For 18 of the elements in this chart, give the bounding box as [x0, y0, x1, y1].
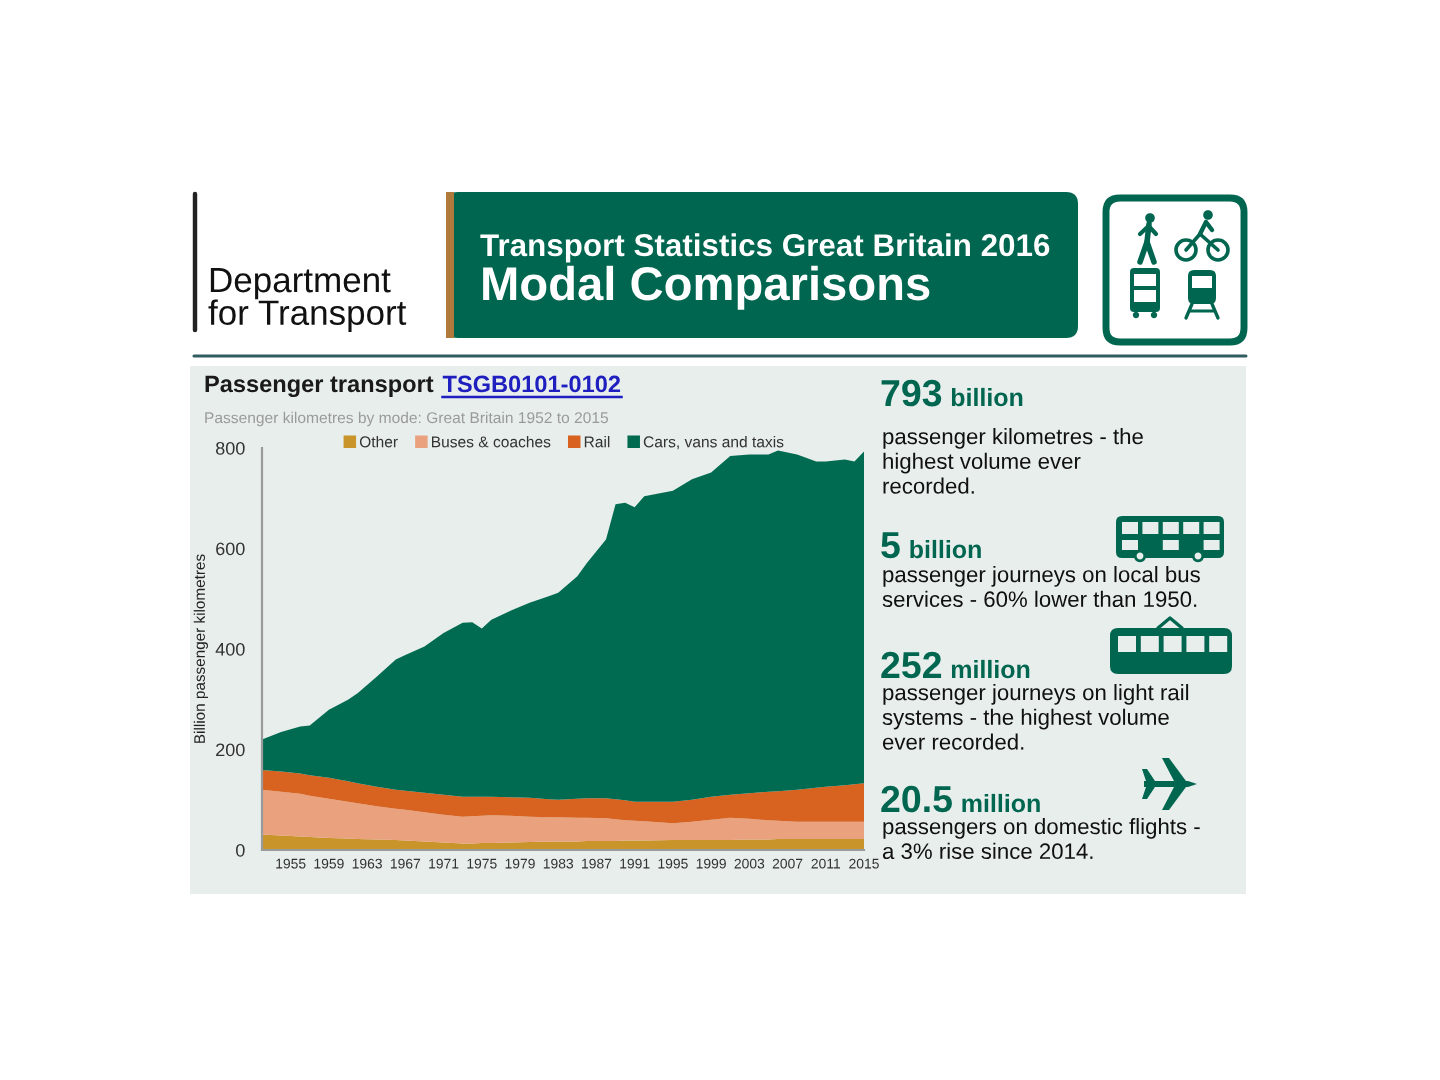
text: Transport Statistics Great Britain 2016	[480, 233, 1050, 263]
text: 5 billion	[881, 532, 981, 559]
text: 20.5 million	[881, 785, 1040, 813]
text: 793 billion	[881, 379, 1023, 407]
text: passenger kilometres - the highest volume ever recorded.	[883, 428, 1143, 494]
text: 252 million	[881, 651, 1030, 679]
chart-title: Passenger transport	[205, 375, 434, 398]
y-tick-label: 800	[216, 441, 245, 455]
y-tick-label: 600	[216, 542, 245, 556]
text: Department for Transport	[208, 268, 407, 332]
y-tick-label: 200	[216, 743, 245, 757]
text: Modal Comparisons	[483, 265, 930, 310]
text: passenger journeys on light rail systems - the highest volume ever recorded.	[882, 684, 1189, 750]
y-tick-label: 400	[215, 642, 245, 656]
y-tick-label: 0	[236, 843, 245, 857]
text: TSGB0101-0102	[442, 375, 621, 393]
text: passenger journeys on local bus services - 60% lower than 1950.	[882, 566, 1200, 608]
text: passengers on domestic flights - a 3% rise since 2014.	[882, 818, 1200, 860]
